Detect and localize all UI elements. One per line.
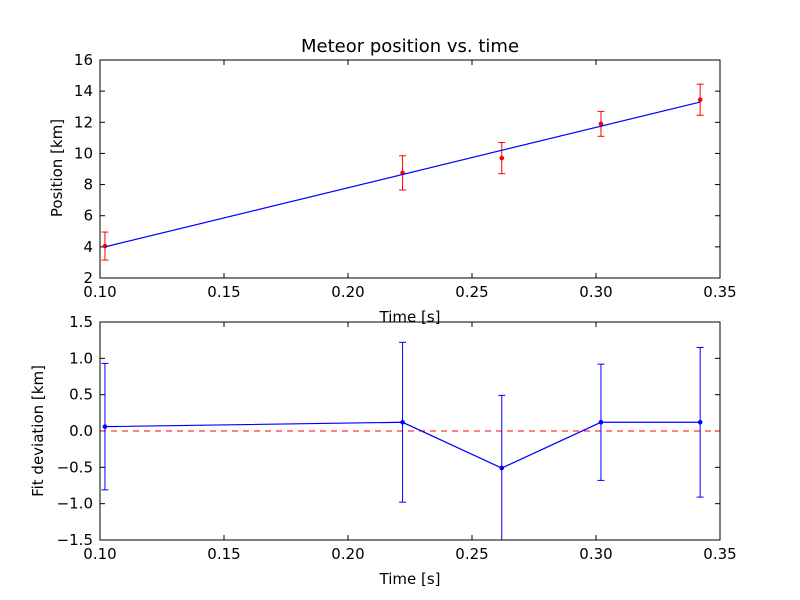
x-tick-label: 0.10: [83, 283, 116, 301]
data-point: [598, 419, 604, 425]
x-tick-label: 0.25: [455, 283, 488, 301]
y-tick-label: 1.5: [69, 313, 93, 331]
y-tick-label: 12: [74, 113, 93, 131]
data-point: [499, 465, 505, 471]
plot-frame: [99, 321, 721, 541]
y-tick-label: 2: [83, 269, 93, 287]
y-tick-label: −0.5: [57, 458, 93, 476]
y-tick-label: 4: [83, 238, 93, 256]
x-tick-label: 0.20: [331, 545, 364, 563]
y-tick-label: 14: [74, 82, 93, 100]
fit-line: [104, 101, 701, 248]
plot-area: [100, 341, 720, 540]
y-tick-label: 0.0: [69, 422, 93, 440]
x-tick-label: 0.30: [579, 545, 612, 563]
plot-frame: [99, 59, 721, 279]
data-point: [400, 419, 405, 425]
data-point: [598, 121, 604, 127]
y-tick-label: 8: [83, 176, 93, 194]
position-panel: Meteor position vs. time Time [s] Positi…: [48, 36, 737, 326]
x-tick-label: 0.35: [703, 283, 736, 301]
y-tick-label: 0.5: [69, 386, 93, 404]
x-axis-label: Time [s]: [379, 570, 441, 588]
chart-title: Meteor position vs. time: [301, 36, 519, 57]
data-point: [102, 243, 108, 249]
x-tick-label: 0.15: [207, 283, 240, 301]
x-tick-label: 0.30: [579, 283, 612, 301]
y-axis-label: Fit deviation [km]: [29, 365, 47, 497]
y-tick-label: −1.0: [57, 495, 93, 513]
y-tick-label: 10: [74, 144, 93, 162]
deviation-panel: Time [s] Fit deviation [km] 0.10 0.15 0.20…: [29, 313, 737, 588]
y-tick-label: 1.0: [69, 349, 93, 367]
y-tick-label: 16: [74, 51, 93, 69]
x-tick-label: 0.25: [455, 545, 488, 563]
y-tick-label: −1.5: [57, 531, 93, 549]
data-point: [697, 419, 703, 425]
x-tick-label: 0.35: [703, 545, 736, 563]
y-axis-label: Position [km]: [48, 119, 66, 217]
y-tick-label: 6: [83, 207, 93, 225]
data-point: [499, 155, 505, 161]
x-tick-label: 0.15: [207, 545, 240, 563]
x-tick-label: 0.10: [83, 545, 116, 563]
x-axis-label: Time [s]: [379, 308, 441, 326]
data-point: [697, 97, 703, 103]
plot-area: [101, 83, 704, 261]
data-point: [102, 424, 108, 429]
x-tick-label: 0.20: [331, 283, 364, 301]
